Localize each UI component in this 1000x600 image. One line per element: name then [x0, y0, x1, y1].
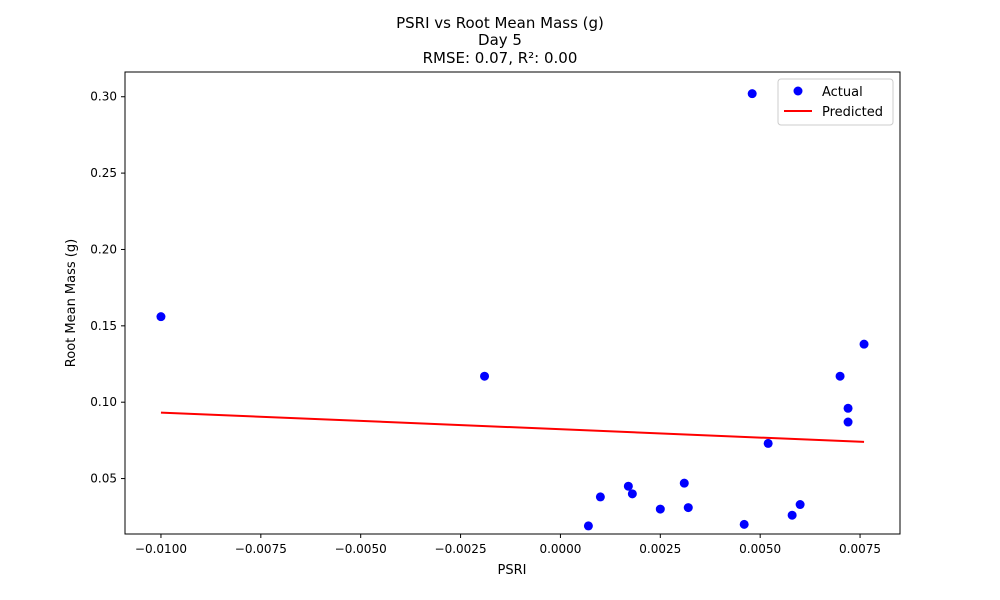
plot-frame — [124, 71, 901, 535]
legend-actual-marker — [793, 86, 803, 96]
actual-point — [739, 519, 749, 529]
actual-point — [655, 504, 665, 514]
x-tick-label: −0.0025 — [435, 542, 487, 556]
legend-box — [777, 78, 894, 126]
actual-point — [763, 438, 773, 448]
y-axis-label: Root Mean Mass (g) — [64, 239, 79, 367]
actual-point — [627, 489, 637, 499]
predicted-layer — [160, 411, 865, 443]
x-tick-label: −0.0075 — [235, 542, 287, 556]
actual-point — [835, 371, 845, 381]
actual-point — [787, 510, 797, 520]
actual-point — [156, 312, 166, 322]
actual-point — [843, 403, 853, 413]
legend: Actual Predicted — [777, 78, 894, 126]
x-tick-label: 0.0025 — [639, 542, 681, 556]
actual-point — [747, 89, 757, 99]
x-axis-ticks: −0.0100 −0.0075 −0.0050 −0.0025 0.0000 0.0025… — [135, 534, 881, 556]
actual-point — [583, 521, 593, 531]
x-tick-label: 0.0050 — [739, 542, 781, 556]
actual-layer — [156, 89, 869, 531]
y-tick-label: 0.25 — [90, 166, 117, 180]
y-tick-label: 0.15 — [90, 319, 117, 333]
actual-point — [859, 339, 869, 349]
actual-point — [623, 481, 633, 491]
actual-point — [679, 478, 689, 488]
chart-metrics: RMSE: 0.07, R²: 0.00 — [422, 49, 578, 67]
y-axis-ticks: 0.05 0.10 0.15 0.20 0.25 0.30 — [90, 90, 125, 486]
x-tick-label: −0.0050 — [335, 542, 387, 556]
actual-point — [595, 492, 605, 502]
y-tick-label: 0.30 — [90, 90, 117, 104]
legend-actual-label: Actual — [822, 85, 863, 100]
y-tick-label: 0.10 — [90, 395, 117, 409]
x-axis-label: PSRI — [498, 563, 527, 578]
chart-title: PSRI vs Root Mean Mass (g) — [396, 14, 604, 32]
x-tick-label: 0.0075 — [839, 542, 881, 556]
y-tick-label: 0.05 — [90, 472, 117, 486]
y-tick-label: 0.20 — [90, 242, 117, 256]
x-tick-label: −0.0100 — [135, 542, 187, 556]
chart-subtitle: Day 5 — [478, 31, 522, 49]
predicted-line — [160, 411, 865, 443]
actual-point — [480, 371, 490, 381]
actual-point — [795, 500, 805, 510]
x-tick-label: 0.0000 — [539, 542, 581, 556]
actual-point — [683, 503, 693, 513]
legend-predicted-label: Predicted — [822, 105, 883, 120]
actual-point — [843, 417, 853, 427]
